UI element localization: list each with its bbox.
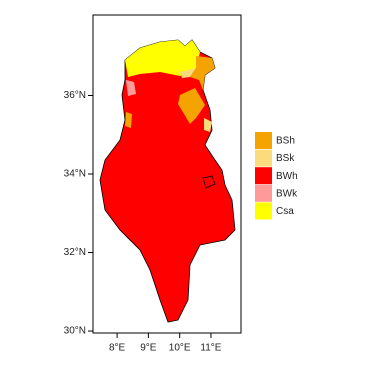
climate-region xyxy=(126,80,136,96)
y-tick-label: 34°N xyxy=(64,169,86,180)
x-tick-label: 10°E xyxy=(169,343,191,354)
climate-region xyxy=(202,175,216,189)
x-tick-label: 9°E xyxy=(140,343,157,354)
x-tick-label: 8°E xyxy=(109,343,126,354)
legend-label: BWh xyxy=(276,171,298,182)
legend-label: BSh xyxy=(276,136,295,147)
climate-region xyxy=(190,56,215,90)
climate-region xyxy=(204,118,212,132)
legend-label: Csa xyxy=(276,206,294,217)
legend-swatch xyxy=(255,149,272,167)
legend-swatch xyxy=(255,202,272,220)
legend-swatch xyxy=(255,184,272,202)
climate-region xyxy=(180,68,196,78)
legend-label: BSk xyxy=(276,153,295,164)
climate-region xyxy=(125,112,132,128)
y-tick-label: 32°N xyxy=(64,247,86,258)
climate-region xyxy=(178,88,205,124)
x-tick-label: 11°E xyxy=(200,343,221,354)
climate-region xyxy=(125,40,200,77)
legend-swatch xyxy=(255,167,272,185)
y-tick-label: 30°N xyxy=(64,326,86,337)
legend-label: BWk xyxy=(276,188,298,199)
map-regions xyxy=(99,39,236,323)
y-tick-label: 36°N xyxy=(64,90,86,101)
legend-swatch xyxy=(255,132,272,149)
